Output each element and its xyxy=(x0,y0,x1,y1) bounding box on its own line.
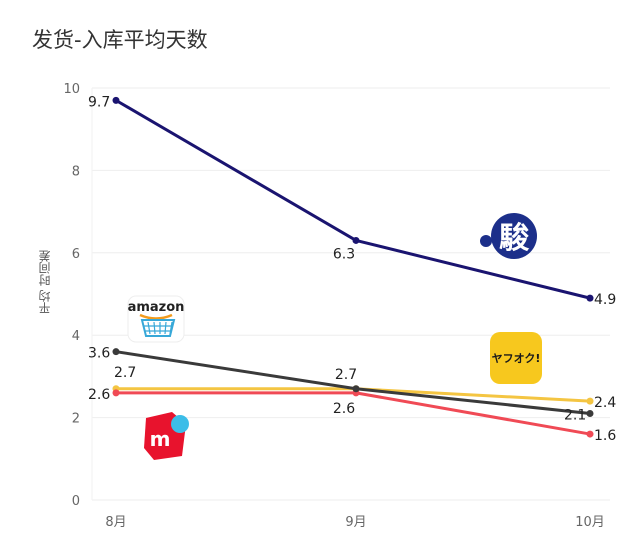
y-tick-label: 10 xyxy=(63,82,80,97)
data-point-dark-gray xyxy=(586,409,594,417)
chart-title: 发货-入库平均天数 xyxy=(32,28,208,52)
data-point-dark-navy xyxy=(352,236,360,244)
data-label-dark-gray: 2.7 xyxy=(335,367,357,383)
bank-logo-text: 駿 xyxy=(499,221,530,256)
yahuoku-logo-icon: ヤフオク! xyxy=(490,332,542,384)
data-label-red: 1.6 xyxy=(594,428,616,444)
data-point-dark-gray xyxy=(112,348,120,356)
data-label-dark-navy: 6.3 xyxy=(333,246,355,262)
amazon-logo-text: amazon xyxy=(128,300,185,315)
data-point-dark-navy xyxy=(586,294,594,302)
data-point-yellow xyxy=(586,397,594,405)
data-label-red: 2.6 xyxy=(88,387,110,403)
data-label-dark-navy: 9.7 xyxy=(88,94,110,110)
x-tick-label: 9月 xyxy=(345,515,366,530)
amazon-logo-icon: amazon xyxy=(127,295,185,343)
yahuoku-logo-text: ヤフオク! xyxy=(492,352,541,365)
data-point-red xyxy=(586,430,594,438)
y-tick-label: 0 xyxy=(72,494,80,509)
mercari-logo-icon: m xyxy=(144,412,189,460)
data-point-dark-navy xyxy=(112,96,120,104)
y-tick-label: 6 xyxy=(72,247,80,262)
mercari-logo-text: m xyxy=(150,427,171,451)
data-label-yellow: 2.7 xyxy=(114,365,136,381)
y-tick-label: 2 xyxy=(72,412,80,427)
data-point-dark-gray xyxy=(352,385,360,393)
data-label-dark-gray: 3.6 xyxy=(88,346,110,362)
data-point-red xyxy=(112,389,120,397)
data-label-red: 2.6 xyxy=(333,401,355,417)
data-label-dark-gray: 2.1 xyxy=(564,407,586,423)
x-tick-label: 10月 xyxy=(575,515,605,530)
data-labels: 2.72.42.62.61.63.62.72.19.76.34.9 xyxy=(88,94,616,444)
y-tick-labels: 0 2 4 6 8 10 xyxy=(63,82,80,509)
series-line-dark-navy xyxy=(115,99,591,300)
x-tick-labels: 8月 9月 10月 xyxy=(105,515,604,530)
y-tick-label: 8 xyxy=(72,164,80,179)
y-tick-label: 4 xyxy=(72,329,80,344)
data-label-dark-navy: 4.9 xyxy=(594,292,616,308)
x-tick-label: 8月 xyxy=(105,515,126,530)
series-lines xyxy=(112,96,594,438)
jp-kanji-bank-logo-icon: 駿 xyxy=(480,213,537,259)
data-label-yellow: 2.4 xyxy=(594,395,616,411)
series-line-yellow xyxy=(116,387,591,403)
